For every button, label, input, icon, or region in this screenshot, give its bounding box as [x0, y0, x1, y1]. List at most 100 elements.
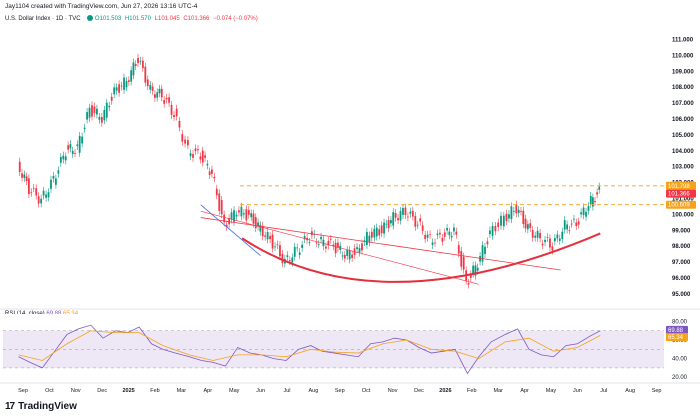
candle-body: [332, 244, 335, 247]
high-value: H101.570: [124, 15, 151, 22]
rsi-tick-label: 80.00: [672, 319, 688, 325]
symbol-name[interactable]: U.S. Dollar Index · 1D · TVC: [5, 15, 81, 22]
candle-body: [551, 246, 554, 251]
y-tick-label: 100.000: [672, 212, 694, 218]
symbol-legend: U.S. Dollar Index · 1D · TVC O101.503 H1…: [5, 15, 260, 22]
tradingview-logo[interactable]: 17 TradingView: [5, 401, 77, 412]
candle-body: [582, 207, 585, 216]
candle-body: [303, 236, 306, 240]
candle-body: [286, 255, 289, 257]
candle-body: [404, 207, 407, 216]
candle-body: [431, 242, 434, 246]
candle-body: [577, 221, 580, 225]
rsi-price-label: 69.88: [668, 328, 684, 334]
candle-body: [78, 135, 81, 153]
candle-body: [113, 87, 116, 95]
candle-body: [373, 228, 376, 238]
candle-body: [137, 57, 139, 63]
candle-body: [175, 108, 178, 117]
candle-body: [320, 236, 322, 240]
candle-body: [21, 173, 23, 178]
candle-body: [100, 117, 103, 123]
candle-body: [225, 224, 228, 227]
candle-body: [392, 212, 395, 226]
candle-body: [125, 81, 128, 88]
candle-body: [508, 214, 510, 219]
candle-body: [59, 156, 62, 163]
x-tick-label: Mar: [177, 388, 187, 394]
candle-body: [411, 210, 414, 217]
candle-body: [441, 237, 444, 242]
candle-body: [206, 163, 209, 166]
candle-body: [329, 238, 332, 240]
x-tick-label: Mar: [493, 388, 503, 394]
candle-body: [201, 150, 204, 163]
candle-body: [397, 218, 399, 221]
candle-body: [594, 201, 596, 203]
candle-body: [494, 226, 497, 232]
y-tick-label: 97.000: [672, 260, 691, 266]
candle-body: [457, 245, 460, 254]
candle-body: [553, 238, 556, 242]
candle-body: [387, 220, 390, 229]
candle-body: [439, 232, 441, 235]
candle-body: [165, 97, 168, 100]
candle-body: [407, 216, 409, 218]
candle-body: [361, 243, 363, 251]
y-tick-label: 110.000: [672, 53, 694, 59]
candle-body: [541, 243, 544, 246]
candle-body: [168, 97, 170, 103]
candle-body: [197, 149, 199, 151]
candle-body: [32, 187, 35, 189]
candle-body: [67, 145, 70, 150]
price-label: 101.798: [668, 184, 690, 190]
rsi-price-label-box: [666, 325, 688, 334]
y-tick-label: 99.000: [672, 228, 691, 234]
candle-body: [358, 248, 361, 253]
candle-body: [421, 225, 424, 231]
candle-body: [83, 127, 86, 129]
candle-body: [238, 210, 240, 213]
price-label-box: [666, 200, 696, 209]
y-tick-label: 103.000: [672, 165, 694, 171]
change-value: −0.074 (−0.07%): [213, 15, 258, 22]
candle-body: [118, 84, 120, 93]
candle-body: [76, 144, 79, 146]
candle-body: [450, 235, 453, 238]
candle-body: [93, 106, 96, 113]
x-tick-label: Jun: [573, 388, 582, 394]
candle-body: [208, 171, 211, 175]
candle-body: [337, 242, 339, 248]
candle-body: [235, 214, 238, 217]
candle-body: [130, 70, 133, 82]
candle-body: [158, 88, 161, 94]
candle-body: [74, 153, 76, 154]
candle-body: [531, 230, 534, 238]
candle-body: [448, 231, 451, 236]
y-tick-label: 109.000: [672, 69, 694, 75]
candle-body: [88, 107, 91, 118]
candle-body: [394, 212, 397, 218]
candle-body: [42, 190, 45, 196]
candle-body: [348, 250, 351, 260]
candle-body: [390, 220, 392, 224]
candle-body: [399, 211, 402, 221]
rsi-tick-label: 20.00: [672, 375, 688, 381]
candle-body: [526, 224, 529, 230]
candle-body: [580, 212, 582, 215]
tradingview-logo-text: TradingView: [18, 401, 77, 412]
candle-body: [414, 216, 417, 227]
candle-body: [27, 178, 30, 195]
candle-body: [160, 88, 163, 98]
x-tick-label: Feb: [467, 388, 476, 394]
candle-body: [220, 199, 223, 215]
x-tick-label: Nov: [388, 388, 398, 394]
x-tick-label: Sep: [18, 388, 28, 394]
candle-body: [296, 247, 299, 249]
candle-body: [356, 247, 358, 250]
candle-body: [259, 225, 262, 232]
price-label-box: [666, 181, 696, 190]
candle-body: [308, 241, 311, 243]
open-value: O101.503: [94, 15, 122, 22]
